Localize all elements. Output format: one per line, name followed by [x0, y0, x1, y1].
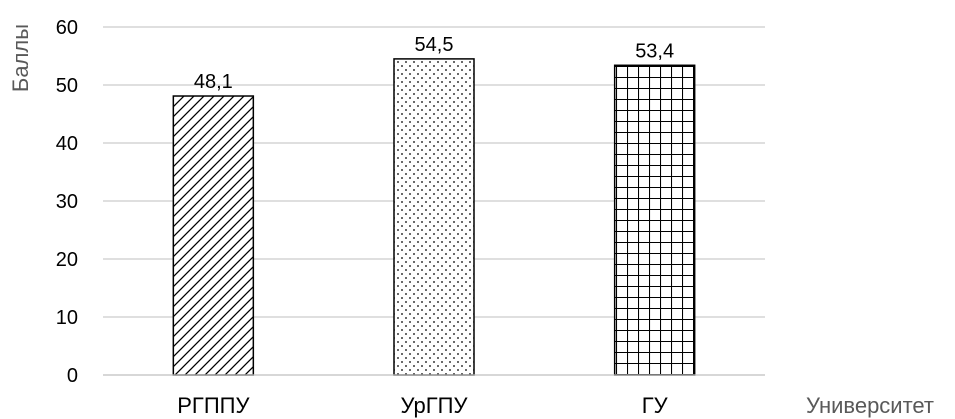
- bar: [393, 58, 475, 376]
- y-tick-label: 0: [67, 365, 78, 387]
- x-tick-label: УрГПУ: [401, 393, 469, 418]
- y-axis: 0 10 20 30 40 50 60: [56, 17, 78, 387]
- data-label: 53,4: [635, 40, 674, 62]
- y-tick-label: 10: [56, 307, 78, 329]
- y-tick-label: 50: [56, 75, 78, 97]
- x-tick-label: ГУ: [642, 393, 669, 418]
- data-label: 54,5: [415, 34, 454, 56]
- bar: [172, 95, 255, 376]
- y-tick-label: 60: [56, 17, 78, 39]
- y-tick-label: 30: [56, 191, 78, 213]
- x-axis: РГППУ УрГПУ ГУ: [103, 374, 765, 418]
- x-tick-label: РГППУ: [177, 393, 250, 418]
- bar: [613, 64, 696, 376]
- x-axis-label: Университет: [806, 393, 934, 418]
- y-tick-label: 40: [56, 133, 78, 155]
- data-label: 48,1: [194, 71, 233, 93]
- data-labels: 48,1 54,5 53,4: [194, 34, 674, 93]
- bars: [172, 58, 696, 376]
- y-axis-label: Баллы: [8, 24, 33, 92]
- y-tick-label: 20: [56, 249, 78, 271]
